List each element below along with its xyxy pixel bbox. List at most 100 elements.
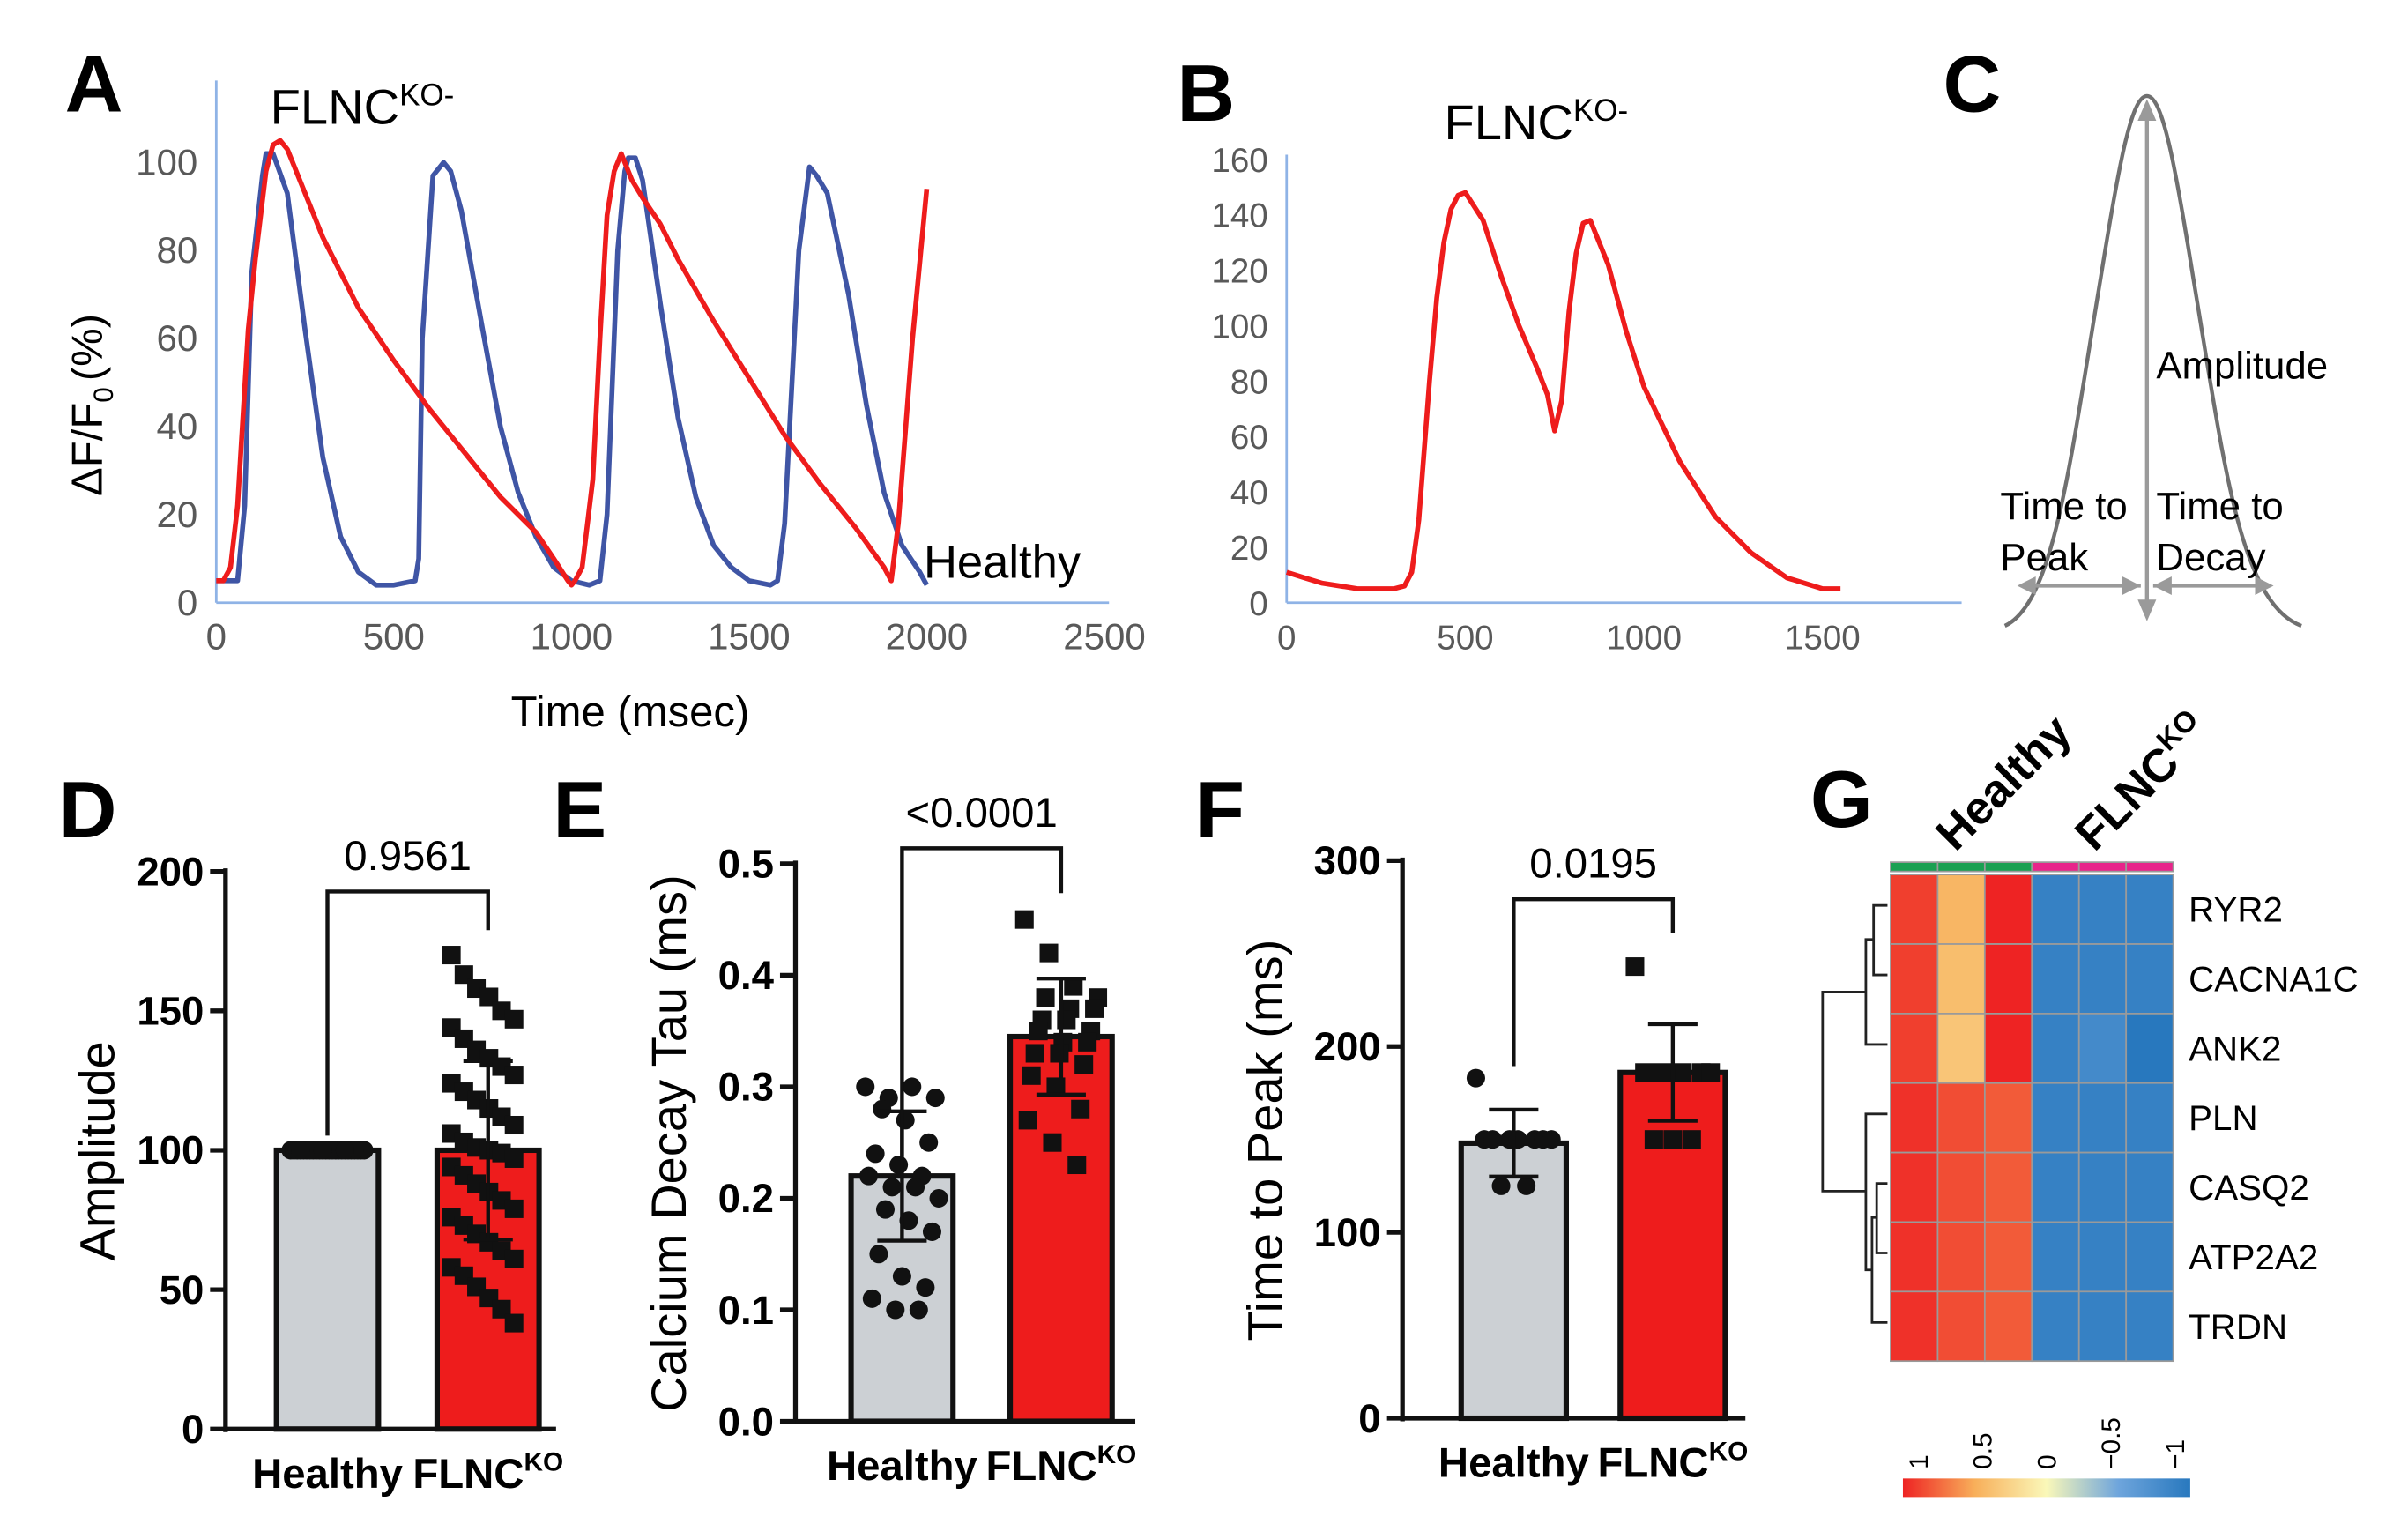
- data-point-healthy: [899, 1211, 918, 1230]
- category-label: FLNCKO: [986, 1440, 1137, 1490]
- y-tick-label: 80: [157, 229, 198, 271]
- y-tick-label: 150: [137, 989, 204, 1034]
- p-value: 0.9561: [344, 833, 472, 880]
- category-label: FLNCKO: [412, 1448, 563, 1498]
- heatmap-cell: [2125, 1290, 2174, 1363]
- time-to-peak-arrowhead-right: [2122, 576, 2141, 595]
- heatmap-cell: [1890, 874, 1939, 945]
- data-point-healthy: [869, 1245, 888, 1264]
- data-point-healthy: [875, 1200, 895, 1219]
- data-point-flnc-ko: [1654, 1063, 1673, 1082]
- heatmap-cell: [2031, 1290, 2080, 1363]
- category-label-main: Healthy: [252, 1451, 404, 1498]
- panel-label-c: C: [1943, 40, 2002, 129]
- panel-g: G Healthy FLNCKO RYR2 CACNA1C ANK2 PLN CASQ2…: [1810, 703, 2359, 1498]
- heatmap-cell: [1983, 1221, 2033, 1293]
- legend-tick-label: 1: [1905, 1454, 1934, 1469]
- panel-label-g: G: [1810, 755, 1873, 844]
- data-point-flnc-ko: [504, 1066, 524, 1085]
- data-point-healthy: [896, 1111, 915, 1130]
- data-point-healthy: [929, 1188, 948, 1208]
- bar-healthy: [273, 1147, 382, 1432]
- heatmap-dendrogram: [1821, 903, 1888, 1324]
- heatmap-cell: [2125, 1151, 2174, 1223]
- data-point-flnc-ko: [1701, 1063, 1721, 1082]
- x-tick-label: 1500: [1785, 619, 1861, 657]
- panel-d-ylabel: Amplitude: [70, 1041, 125, 1260]
- y-tick-label: 60: [157, 317, 198, 359]
- panel-a-title-sup: KO-: [399, 78, 454, 112]
- y-tick-label: 50: [160, 1268, 204, 1312]
- heatmap-cell: [2125, 1013, 2174, 1084]
- y-tick-label: 40: [1230, 474, 1268, 512]
- category-label-main: Healthy: [827, 1443, 978, 1490]
- dendrogram-branch: [1875, 1182, 1888, 1254]
- y-tick-label: 300: [1314, 838, 1381, 883]
- heatmap-cell: [2077, 1290, 2128, 1363]
- legend-tick-label: 0: [2033, 1454, 2062, 1469]
- heatmap-row-label: ANK2: [2189, 1029, 2281, 1068]
- heatmap-cell: [2077, 1013, 2128, 1084]
- x-tick-label: 2000: [886, 615, 969, 657]
- heatmap-group-healthy: Healthy: [1926, 705, 2081, 860]
- panel-a-ylabel-post: (%): [64, 314, 112, 381]
- heatmap-cell: [1890, 1013, 1939, 1084]
- y-tick-label: 100: [136, 141, 197, 182]
- data-point-healthy: [862, 1289, 881, 1308]
- time-to-decay-arrowhead-right: [2255, 576, 2274, 595]
- category-label-main: FLNC: [1597, 1440, 1708, 1487]
- heatmap-cell: [2031, 1151, 2080, 1223]
- y-tick-label: 100: [1211, 308, 1267, 346]
- panel-b-title: FLNCKO-: [1444, 93, 1628, 150]
- panel-label-d: D: [59, 766, 117, 855]
- x-tick-label: 1500: [708, 615, 791, 657]
- heatmap-cell: [1936, 943, 1986, 1015]
- heatmap-row-label: ATP2A2: [2189, 1238, 2318, 1277]
- y-tick-label: 0.1: [718, 1288, 774, 1333]
- category-label: Healthy: [827, 1443, 978, 1490]
- x-tick-label: 0: [206, 615, 227, 657]
- heatmap-cell: [1936, 874, 1986, 945]
- heatmap-cell: [2077, 874, 2128, 945]
- data-point-flnc-ko: [1644, 1130, 1663, 1149]
- data-point-flnc-ko: [1663, 1130, 1683, 1149]
- data-point-healthy: [1508, 1130, 1527, 1149]
- y-tick-label: 160: [1211, 142, 1267, 180]
- data-point-healthy: [903, 1077, 922, 1097]
- legend-color-bar: [1902, 1478, 2190, 1498]
- heatmap: RYR2 CACNA1C ANK2 PLN CASQ2 ATP2A2 TRDN: [1890, 861, 2359, 1363]
- x-tick-label: 2500: [1063, 615, 1146, 657]
- x-tick-label: 0: [1277, 619, 1296, 657]
- heatmap-cell: [1936, 1221, 1986, 1293]
- p-value: <0.0001: [906, 790, 1058, 836]
- panel-b: B FLNCKO- 0 500 1000 1500 0 20 40 60 80 100 120 140…: [1177, 49, 1962, 657]
- panel-label-f: F: [1195, 766, 1245, 855]
- y-tick-label: 0.0: [718, 1399, 774, 1444]
- panel-a-ylabel-sub: 0: [87, 387, 119, 403]
- heatmap-cell: [1936, 1013, 1986, 1084]
- heatmap-cell: [1936, 1082, 1986, 1154]
- x-tick-label: 1000: [531, 615, 613, 657]
- heatmap-cell: [1983, 1013, 2033, 1084]
- y-tick-label: 0: [182, 1407, 204, 1452]
- panel-label-e: E: [553, 766, 606, 855]
- heatmap-cell: [1983, 1290, 2033, 1363]
- y-tick-label: 20: [157, 494, 198, 535]
- heatmap-cell: [1983, 1082, 2033, 1154]
- heatmap-cell: [2031, 1013, 2080, 1084]
- series-line-healthy: [216, 151, 929, 588]
- x-tick-label: 500: [1437, 619, 1493, 657]
- panel-b-title-main: FLNC: [1444, 94, 1572, 150]
- group-annotation-cell: [1890, 861, 1939, 873]
- panel-a-title: FLNCKO-: [271, 78, 455, 134]
- category-label-sup: KO: [1709, 1437, 1749, 1466]
- amplitude-label: Amplitude: [2156, 345, 2328, 388]
- data-point-flnc-ko: [1682, 1130, 1701, 1149]
- y-tick-label: 0.3: [718, 1065, 774, 1110]
- heatmap-cell: [2077, 1082, 2128, 1154]
- y-tick-label: 0: [1358, 1396, 1380, 1441]
- data-point-flnc-ko: [1067, 1155, 1087, 1175]
- data-point-flnc-ko: [504, 1249, 524, 1268]
- data-point-flnc-ko: [504, 1115, 524, 1135]
